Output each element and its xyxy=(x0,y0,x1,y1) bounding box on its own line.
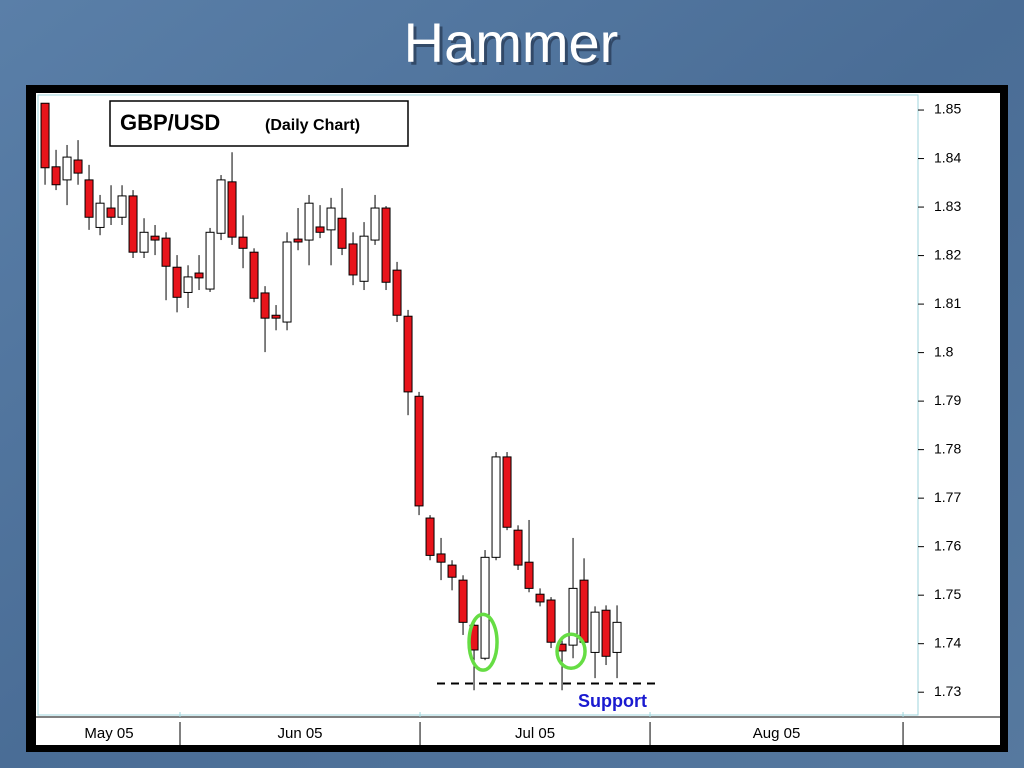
candle-body xyxy=(183,276,193,293)
candle-body xyxy=(249,251,259,299)
candle-body xyxy=(546,599,556,643)
x-tick-label: Aug 05 xyxy=(753,725,801,742)
y-tick-label: 1.85 xyxy=(934,101,961,117)
candle-body xyxy=(392,269,402,316)
candle-body xyxy=(337,217,347,249)
candle-body xyxy=(216,179,226,234)
candle-body xyxy=(304,202,314,241)
y-tick-label: 1.74 xyxy=(934,634,961,650)
candle-body xyxy=(84,179,94,218)
candle-body xyxy=(425,517,435,556)
plot-area xyxy=(37,94,919,716)
candle-body xyxy=(282,241,292,323)
candle-body xyxy=(612,621,622,653)
support-label: Support xyxy=(578,691,647,711)
candle-body xyxy=(40,102,50,169)
candle-body xyxy=(293,238,303,243)
candle-body xyxy=(348,243,358,276)
candle-body xyxy=(458,579,468,623)
candle-body xyxy=(491,456,501,558)
hammer-highlight xyxy=(555,632,587,670)
candle-body xyxy=(51,166,61,186)
candle-body xyxy=(62,156,72,181)
candle-body xyxy=(128,195,138,253)
candle-body xyxy=(447,564,457,578)
candle-body xyxy=(502,456,512,528)
y-tick-label: 1.79 xyxy=(934,392,961,408)
candle-body xyxy=(513,529,523,566)
candle-body xyxy=(73,159,83,174)
candle-body xyxy=(568,587,578,646)
candle-body xyxy=(117,195,127,218)
candle-body xyxy=(359,235,369,282)
candle-body xyxy=(106,207,116,218)
y-tick-label: 1.77 xyxy=(934,489,961,505)
y-tick-label: 1.84 xyxy=(934,149,961,165)
title-shadow: Hammer xyxy=(407,14,622,77)
y-tick-label: 1.78 xyxy=(934,440,961,456)
candle-body xyxy=(205,231,215,290)
candle-body xyxy=(194,272,204,279)
candle-body xyxy=(238,236,248,249)
candle-body xyxy=(480,556,490,659)
candle-body xyxy=(436,553,446,563)
candle-body xyxy=(403,315,413,393)
candle-body xyxy=(326,207,336,231)
candle-body xyxy=(139,231,149,253)
label-box xyxy=(109,100,409,147)
y-tick-label: 1.81 xyxy=(934,295,961,311)
y-tick-label: 1.82 xyxy=(934,246,961,262)
y-tick-label: 1.83 xyxy=(934,198,961,214)
x-tick-label: Jun 05 xyxy=(277,725,322,742)
y-tick-label: 1.73 xyxy=(934,683,961,699)
x-tick-label: May 05 xyxy=(84,725,133,742)
candle-body xyxy=(381,207,391,283)
y-tick-label: 1.8 xyxy=(934,343,954,359)
candle-body xyxy=(601,609,611,657)
hammer-highlight xyxy=(467,612,499,672)
candle-body xyxy=(95,202,105,228)
y-tick-label: 1.75 xyxy=(934,586,961,602)
pair-label: GBP/USD xyxy=(120,110,220,135)
candle-body xyxy=(271,314,281,319)
candle-body xyxy=(315,226,325,233)
candle-body xyxy=(172,266,182,298)
candle-body xyxy=(150,235,160,241)
slide-title: Hammer xyxy=(404,11,619,74)
candle-body xyxy=(414,395,424,507)
candle-body xyxy=(227,181,237,238)
candle-body xyxy=(260,292,270,319)
pair-sublabel: (Daily Chart) xyxy=(265,117,360,134)
x-tick-label: Jul 05 xyxy=(515,725,555,742)
candle-body xyxy=(590,611,600,653)
candle-body xyxy=(535,593,545,603)
candle-body xyxy=(524,561,534,589)
candle-body xyxy=(370,207,380,241)
x-axis-strip xyxy=(36,717,1000,745)
candle-body xyxy=(579,579,589,643)
y-tick-label: 1.76 xyxy=(934,537,961,553)
candle-body xyxy=(161,237,171,267)
